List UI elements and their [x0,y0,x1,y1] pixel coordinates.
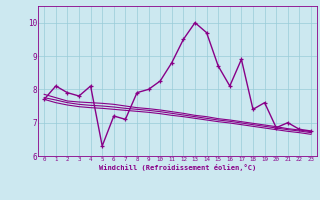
X-axis label: Windchill (Refroidissement éolien,°C): Windchill (Refroidissement éolien,°C) [99,164,256,171]
